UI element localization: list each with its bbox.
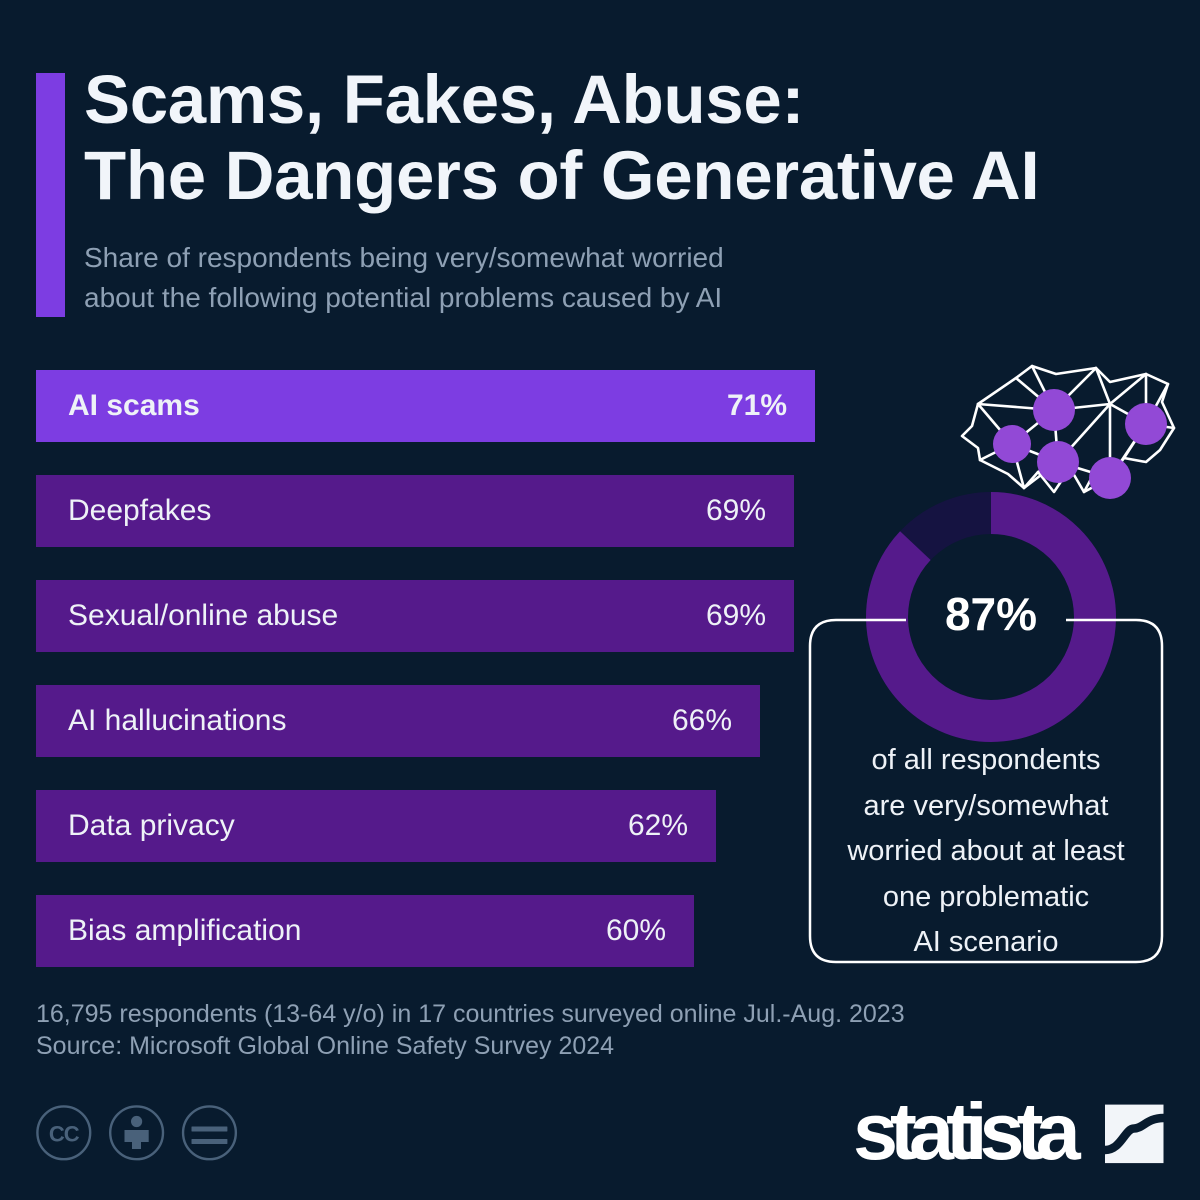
svg-text:statista: statista: [853, 1101, 1082, 1167]
svg-text:CC: CC: [49, 1122, 80, 1147]
